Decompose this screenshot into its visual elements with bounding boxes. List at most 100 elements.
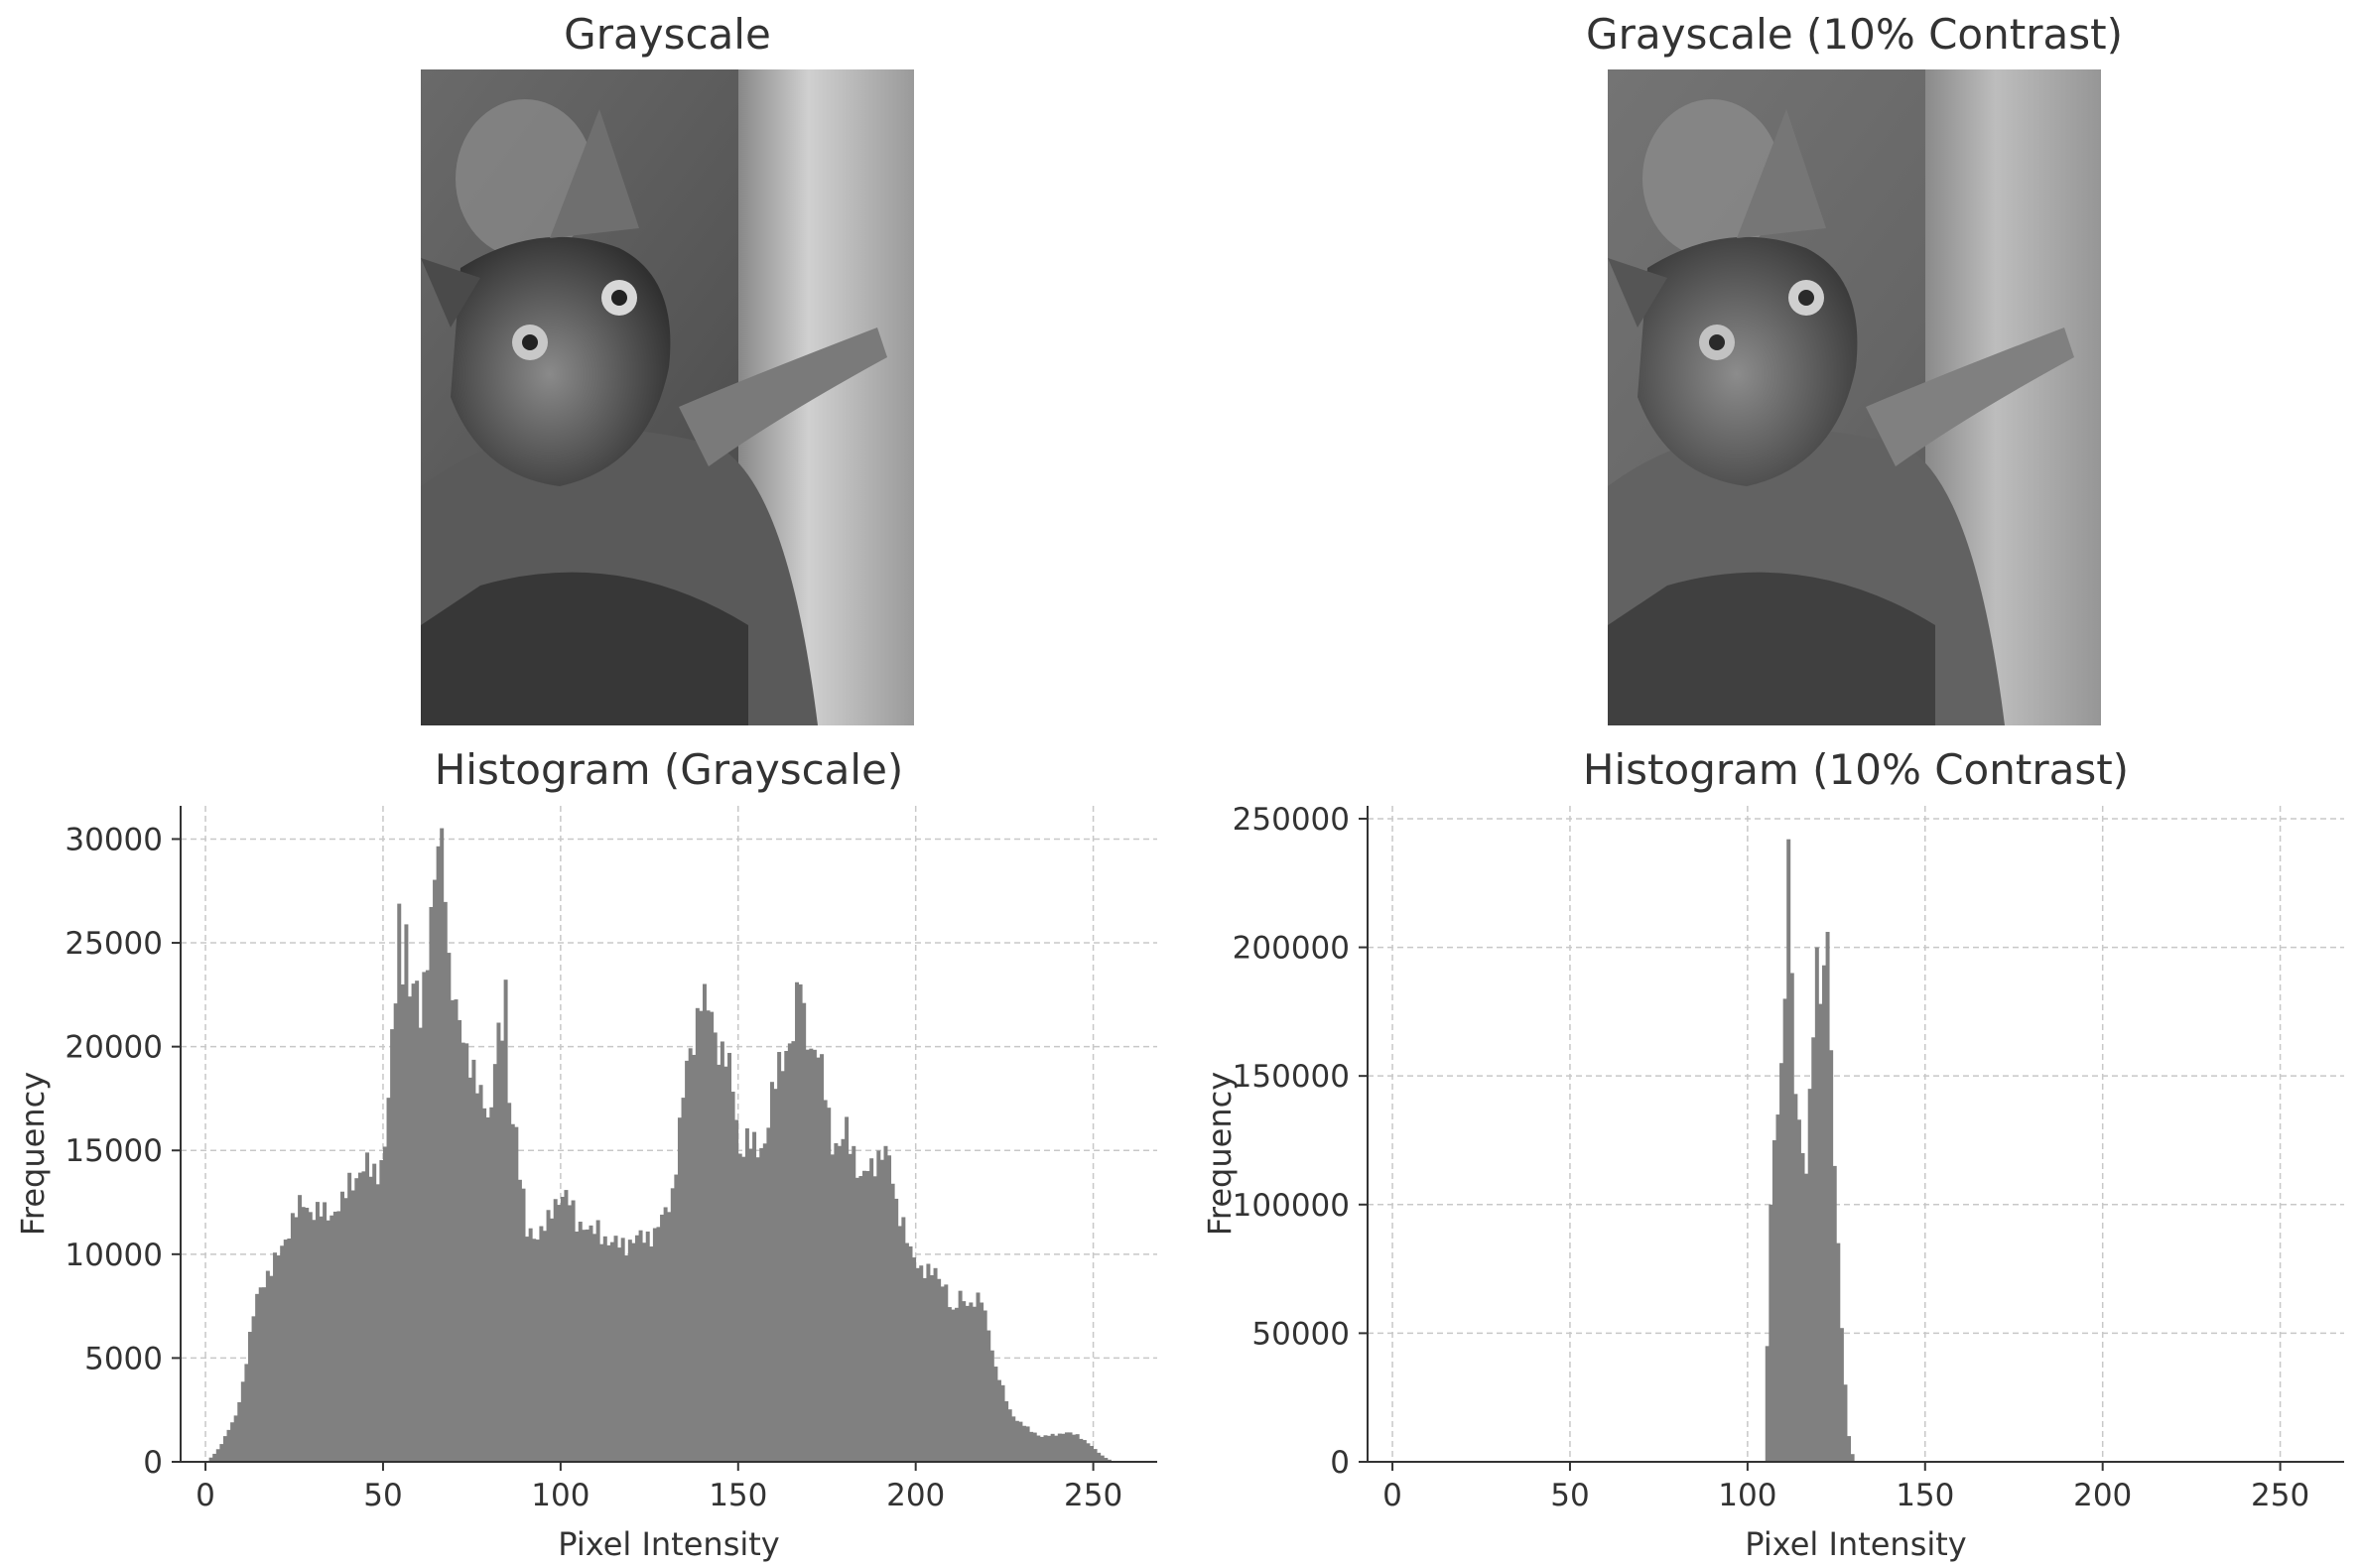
histogram-bar: [993, 1367, 998, 1462]
histogram-bar: [947, 1307, 952, 1462]
histogram-bar: [1079, 1438, 1084, 1462]
histogram-bar: [219, 1444, 224, 1462]
histogram-bar: [1014, 1420, 1019, 1462]
x-tick-label: 0: [196, 1478, 215, 1513]
histogram-bar: [422, 972, 427, 1462]
histogram-bar: [606, 1244, 611, 1462]
histogram-bar: [834, 1142, 839, 1462]
y-tick-label: 10000: [65, 1238, 163, 1273]
histogram-bar: [816, 1057, 821, 1462]
histogram-bar: [883, 1145, 888, 1462]
histogram-bar: [876, 1150, 881, 1462]
histogram-bar: [795, 981, 800, 1462]
histogram-bar: [233, 1415, 238, 1462]
histogram-bar: [780, 1071, 785, 1462]
histogram-bar: [1043, 1435, 1048, 1462]
y-tick-label: 0: [1330, 1445, 1350, 1481]
histogram-bar: [717, 1064, 721, 1462]
histogram-bar: [769, 1082, 774, 1462]
histogram-bar: [287, 1239, 292, 1462]
histogram-bar: [872, 1176, 877, 1462]
histogram-bar: [730, 1092, 735, 1462]
histogram-chart-2: Histogram (10% Contrast)0 50 100 150 200 2500…: [1201, 745, 2344, 1563]
x-tick-label: 200: [886, 1478, 945, 1513]
histogram-bar: [827, 1108, 832, 1462]
histogram-bar: [631, 1242, 636, 1462]
histogram-bar: [443, 901, 448, 1462]
histogram-bar: [965, 1305, 970, 1462]
histogram-bar: [595, 1220, 600, 1462]
histogram-bar: [315, 1202, 320, 1462]
histogram-bar: [525, 1237, 530, 1462]
histogram-bar: [656, 1227, 661, 1462]
histogram-bar: [336, 1211, 341, 1462]
histogram-bar: [375, 1184, 380, 1462]
histogram-bar: [1025, 1426, 1030, 1462]
histogram-bar: [589, 1225, 593, 1462]
histogram-bar: [329, 1215, 334, 1462]
histogram-bar: [837, 1145, 842, 1462]
histogram-bar: [1036, 1435, 1041, 1462]
histogram-bar: [244, 1364, 249, 1462]
histogram-bar: [908, 1245, 913, 1462]
histogram-bar: [500, 1040, 505, 1462]
y-axis-label: Frequency: [1201, 1072, 1239, 1236]
histogram-bar: [1054, 1435, 1059, 1462]
histogram-bar: [773, 1089, 778, 1462]
histogram-bar: [685, 1060, 690, 1462]
histogram-bar: [777, 1052, 782, 1462]
histogram-bar: [652, 1228, 657, 1462]
histogram-bar: [737, 1153, 742, 1462]
histogram-bar: [901, 1217, 906, 1462]
histogram-bar: [550, 1218, 555, 1462]
histogram-bar: [1829, 1050, 1834, 1462]
histogram-bar: [269, 1275, 274, 1462]
histogram-bar: [784, 1051, 789, 1462]
histogram-bar: [723, 1066, 728, 1462]
histogram-bar: [1104, 1458, 1109, 1462]
histogram-bar: [752, 1131, 757, 1462]
histogram-bar: [944, 1284, 949, 1462]
histogram-bar: [290, 1213, 295, 1462]
histogram-bar: [436, 846, 441, 1462]
histogram-bar: [1843, 1384, 1848, 1462]
histogram-bar: [759, 1147, 764, 1462]
histogram-bar: [1050, 1433, 1055, 1462]
histogram-bar: [308, 1212, 313, 1462]
histogram-bar: [865, 1171, 870, 1462]
histogram-bar: [507, 1103, 512, 1462]
histogram-bar: [521, 1188, 526, 1462]
histogram-bar: [354, 1178, 359, 1462]
histogram-bar: [571, 1200, 576, 1462]
histogram-bar: [400, 984, 405, 1462]
histogram-bar: [996, 1379, 1001, 1462]
histogram-bar: [489, 1107, 494, 1462]
histogram-bar: [755, 1157, 760, 1462]
histogram-bar: [642, 1242, 647, 1462]
histogram-bar: [546, 1210, 551, 1462]
y-tick-label: 5000: [84, 1341, 163, 1376]
histogram-bar: [1097, 1452, 1102, 1462]
histogram-bar: [1075, 1434, 1080, 1462]
x-tick-label: 100: [1718, 1478, 1776, 1513]
grayscale-cat-photo: [421, 69, 914, 725]
histogram-bar: [458, 1019, 462, 1462]
histogram-bar: [848, 1153, 853, 1462]
histogram-bar: [425, 970, 430, 1462]
y-tick-label: 0: [143, 1445, 163, 1481]
y-tick-label: 250000: [1233, 802, 1350, 838]
histogram-bar: [1769, 1204, 1773, 1462]
chart-title: Histogram (Grayscale): [435, 745, 904, 794]
y-tick-label: 15000: [65, 1133, 163, 1169]
histogram-bar: [411, 983, 416, 1462]
histogram-bar: [514, 1126, 519, 1462]
histogram-bar: [922, 1277, 927, 1462]
x-tick-label: 200: [2073, 1478, 2132, 1513]
histogram-bar: [962, 1301, 967, 1462]
histogram-bar: [989, 1350, 994, 1462]
histogram-bar: [1822, 965, 1826, 1462]
histogram-bar: [251, 1316, 256, 1462]
histogram-bar: [397, 903, 402, 1462]
x-tick-label: 150: [709, 1478, 767, 1513]
